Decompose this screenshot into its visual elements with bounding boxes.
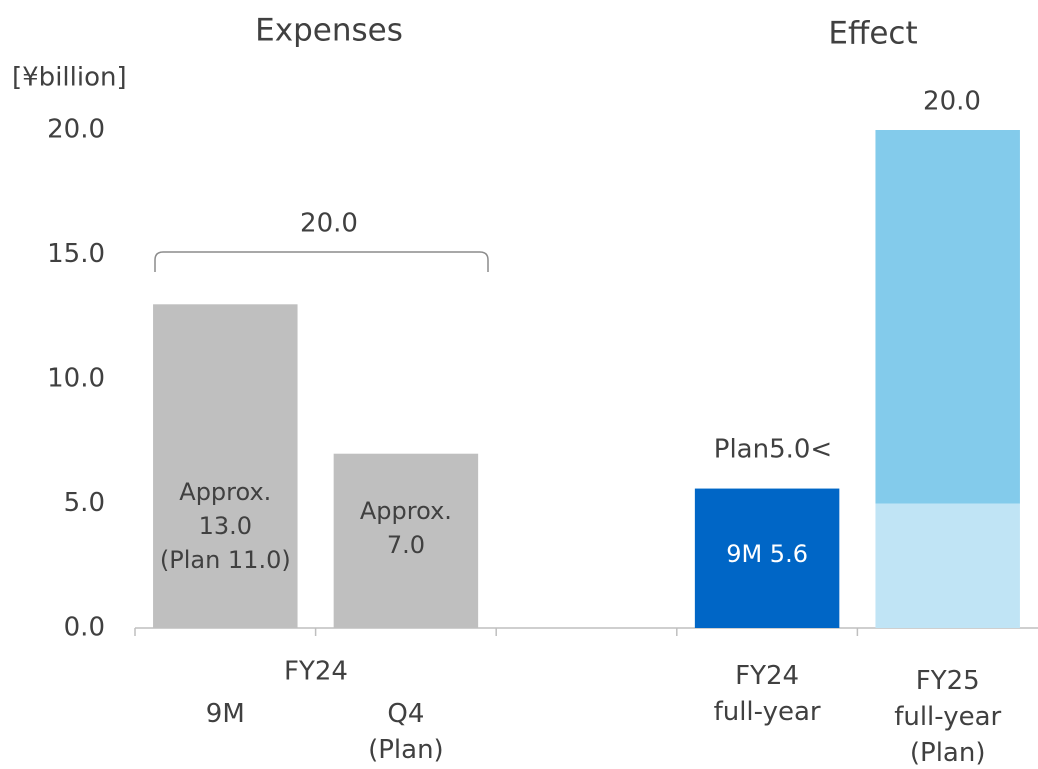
group-label: FY24 bbox=[284, 657, 348, 687]
y-tick-label: 20.0 bbox=[47, 115, 105, 145]
annotation: Plan5.0< bbox=[714, 435, 832, 465]
x-tick-label: Q4 (Plan) bbox=[368, 699, 444, 765]
value-label: Approx. 7.0 bbox=[360, 497, 452, 559]
value-label: 9M 5.6 bbox=[726, 540, 808, 568]
group-title: Effect bbox=[828, 16, 917, 52]
bar bbox=[333, 453, 479, 628]
bar bbox=[694, 488, 840, 628]
y-tick-label: 15.0 bbox=[47, 239, 105, 269]
y-tick-label: 0.0 bbox=[64, 613, 105, 643]
annotation: 20.0 bbox=[300, 209, 358, 239]
bar bbox=[153, 304, 298, 628]
group-title: Expenses bbox=[255, 13, 403, 49]
x-tick-label: FY24 full-year bbox=[714, 661, 821, 727]
y-tick-label: 5.0 bbox=[64, 488, 105, 518]
bracket bbox=[154, 251, 489, 272]
bar bbox=[875, 130, 1020, 504]
y-tick-label: 10.0 bbox=[47, 364, 105, 394]
annotation: 20.0 bbox=[923, 87, 981, 117]
x-tick-label: 9M bbox=[206, 699, 245, 729]
unit-label: [¥billion] bbox=[12, 63, 127, 93]
x-tick-label: FY25 full-year (Plan) bbox=[894, 666, 1001, 768]
bar bbox=[875, 503, 1020, 628]
value-label: Approx. 13.0 (Plan 11.0) bbox=[160, 478, 291, 574]
